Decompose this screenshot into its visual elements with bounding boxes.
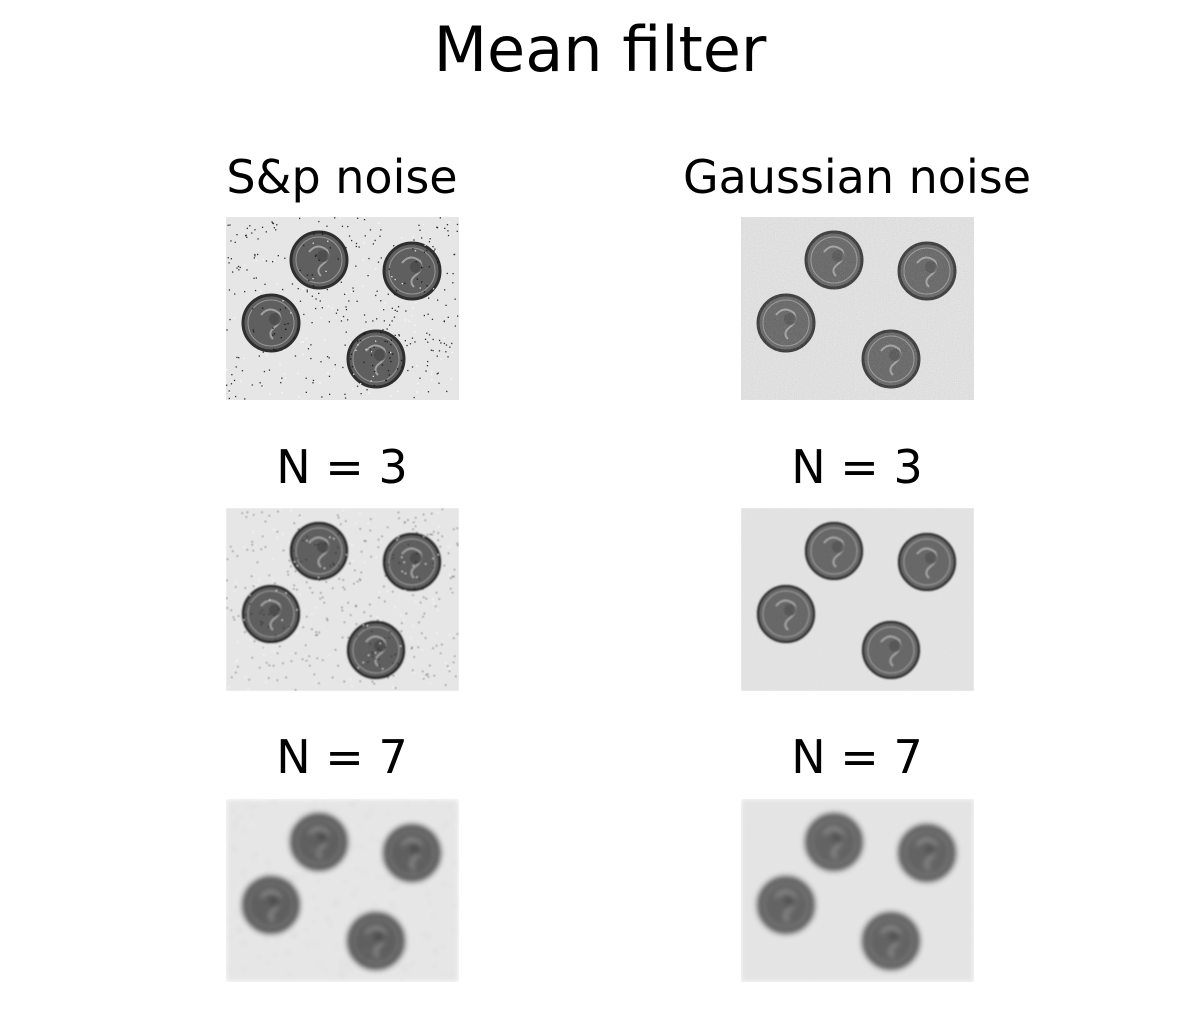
image-gaussian-n7	[741, 799, 974, 982]
coin	[346, 911, 406, 971]
panel-title-gaussian-n3: N = 3	[791, 440, 923, 494]
image-gaussian-noise	[741, 217, 974, 400]
image-gaussian-n3	[741, 508, 974, 691]
image-sp-n7	[226, 799, 459, 982]
coin	[241, 293, 301, 353]
coin	[346, 620, 406, 680]
image-sp-noise	[226, 217, 459, 400]
panel-title-sp-n3: N = 3	[276, 440, 408, 494]
panel-title-gaussian-noise: Gaussian noise	[682, 150, 1031, 204]
panel-title-gaussian-n7: N = 7	[791, 730, 923, 784]
coin	[241, 875, 301, 935]
figure-title: Mean filter	[433, 13, 767, 86]
coin	[289, 521, 349, 581]
coin	[289, 812, 349, 872]
image-sp-n3	[226, 508, 459, 691]
panel-title-sp-noise: S&p noise	[226, 150, 458, 204]
coin	[382, 532, 442, 592]
coin	[346, 329, 406, 389]
panel-title-sp-n7: N = 7	[276, 730, 408, 784]
coin	[382, 241, 442, 301]
coin	[382, 823, 442, 883]
